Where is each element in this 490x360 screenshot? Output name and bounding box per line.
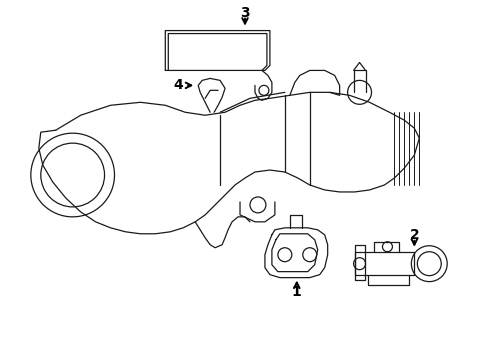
Text: 1: 1 [292,284,302,298]
Text: 4: 4 [173,78,183,93]
Text: 3: 3 [240,6,250,20]
Text: 2: 2 [410,228,419,242]
